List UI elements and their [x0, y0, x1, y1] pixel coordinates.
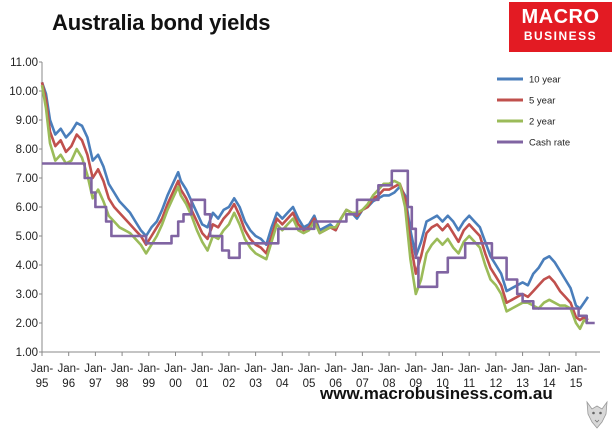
- x-tick-label-line2: 10: [436, 378, 449, 390]
- x-tick-label-line1: Jan-: [31, 363, 54, 375]
- y-tick-label: 5.00: [16, 231, 38, 243]
- x-tick-label-line2: 05: [303, 378, 316, 390]
- series-line-10-year: [40, 81, 590, 310]
- x-axis: Jan- 95 Jan- 96 Jan- 97 Jan- 98 Jan- 99 Jan- 00 Jan-…: [31, 351, 600, 390]
- y-tick-label: 1.00: [16, 347, 38, 359]
- x-tick-label-line1: Jan-: [191, 363, 214, 375]
- y-tick-label: 11.00: [10, 57, 38, 69]
- x-tick-label-line1: Jan-: [351, 363, 374, 375]
- series-line-5-year: [40, 82, 589, 322]
- x-tick-label-line2: 00: [169, 378, 182, 390]
- legend-label-2-year: 2 year: [529, 117, 555, 128]
- x-tick-label-line1: Jan-: [538, 363, 561, 375]
- macrobusiness-logo: MACRO BUSINESS: [509, 2, 612, 52]
- legend-label-cash-rate: Cash rate: [529, 138, 570, 149]
- x-tick-label-line2: 09: [409, 378, 422, 390]
- wolf-logo-icon: [586, 400, 608, 429]
- x-tick-label-line1: Jan-: [218, 363, 241, 375]
- x-tick-label-line1: Jan-: [324, 363, 347, 375]
- x-tick-label-line2: 13: [516, 378, 529, 390]
- x-tick-label-line1: Jan-: [565, 363, 588, 375]
- series-line-cash-rate: [42, 162, 595, 325]
- x-tick-label-line2: 15: [570, 378, 583, 390]
- x-tick-label-line1: Jan-: [164, 363, 187, 375]
- x-tick-label-line1: Jan-: [271, 363, 294, 375]
- x-tick-label-line2: 99: [142, 378, 155, 390]
- y-tick-label: 7.00: [16, 173, 38, 185]
- legend-label-5-year: 5 year: [529, 96, 555, 107]
- logo-line2: BUSINESS: [523, 29, 598, 43]
- x-tick-label-line2: 07: [356, 378, 369, 390]
- x-tick-label-line2: 08: [383, 378, 396, 390]
- x-tick-label-line1: Jan-: [58, 363, 81, 375]
- footer-url: www.macrobusiness.com.au: [320, 384, 553, 403]
- y-tick-label: 9.00: [16, 115, 38, 127]
- y-tick-label: 4.00: [16, 260, 38, 272]
- x-tick-label-line2: 02: [222, 378, 235, 390]
- y-tick-label: 6.00: [16, 202, 38, 214]
- x-tick-label-line2: 11: [463, 378, 475, 390]
- x-tick-label-line1: Jan-: [84, 363, 107, 375]
- y-tick-label: 3.00: [16, 289, 38, 301]
- x-tick-label-line1: Jan-: [511, 363, 534, 375]
- x-tick-label-line2: 03: [249, 378, 262, 390]
- x-tick-label-line1: Jan-: [431, 363, 454, 375]
- x-tick-label-line2: 12: [489, 378, 502, 390]
- x-tick-label-line1: Jan-: [244, 363, 267, 375]
- y-axis: 11.00 10.00 9.00 8.00 7.00 6.00 5.00 4.00 3.00 2.…: [9, 57, 43, 359]
- x-tick-label-line1: Jan-: [405, 363, 428, 375]
- x-tick-label-line1: Jan-: [458, 363, 481, 375]
- x-tick-label-line1: Jan-: [298, 363, 321, 375]
- x-tick-label-line1: Jan-: [378, 363, 401, 375]
- x-tick-label-line2: 95: [36, 378, 49, 390]
- y-tick-label: 8.00: [16, 144, 38, 156]
- y-tick-label: 2.00: [16, 318, 38, 330]
- x-tick-label-line1: Jan-: [138, 363, 161, 375]
- x-tick-label-line2: 97: [89, 378, 102, 390]
- y-tick-label: 10.00: [9, 86, 38, 98]
- series-lines: [40, 81, 595, 331]
- x-tick-label-line2: 14: [543, 378, 556, 390]
- logo-line1: MACRO: [521, 6, 600, 28]
- x-tick-label-line2: 04: [276, 378, 289, 390]
- chart-title: Australia bond yields: [52, 10, 271, 35]
- x-tick-label-line2: 96: [62, 378, 75, 390]
- x-tick-label-line1: Jan-: [485, 363, 508, 375]
- x-tick-label-line2: 98: [116, 378, 129, 390]
- legend-label-10-year: 10 year: [529, 75, 561, 86]
- x-tick-label-line2: 01: [196, 378, 209, 390]
- x-tick-label-line2: 06: [329, 378, 342, 390]
- x-tick-label-line1: Jan-: [111, 363, 134, 375]
- legend: 10 year 5 year 2 year Cash rate: [497, 75, 570, 149]
